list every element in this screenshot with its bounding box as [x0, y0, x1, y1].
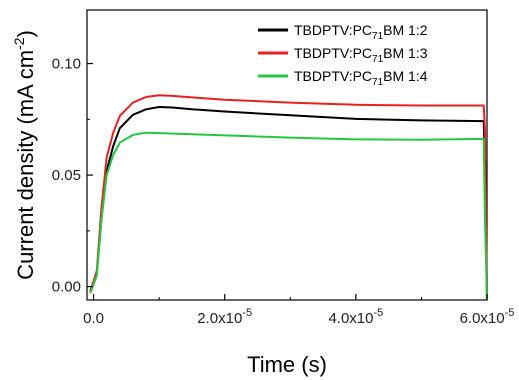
x-tick-label-exponent: -5 [373, 307, 383, 319]
y-axis-label-main: Current density (mA cm [13, 50, 38, 280]
x-tick-label: 0.0 [83, 310, 104, 327]
y-tick-label: 0.10 [52, 56, 81, 73]
x-tick-label-mantissa: 4.0x10 [328, 310, 373, 327]
y-tick-label: 0.05 [52, 167, 81, 184]
series-layer [89, 94, 488, 301]
x-tick-label-mantissa: 0.0 [83, 310, 104, 327]
x-tick-label-exponent: -5 [505, 307, 515, 319]
x-tick-label-exponent: -5 [242, 307, 252, 319]
tick-layer: 0.0 2.0x10-5 4.0x10-5 6.0x10-50.000.050.10 [52, 56, 515, 327]
y-axis-label-close: ) [13, 30, 38, 37]
legend-label-2: TBDPTV:PC71BM 1:3 [294, 45, 428, 65]
legend-label-main: TBDPTV:PC [294, 22, 372, 38]
series-line-3 [89, 131, 488, 301]
series-line-2 [89, 94, 488, 301]
legend-label-tail: BM 1:3 [383, 45, 428, 61]
y-axis-label-exponent: -2 [11, 37, 27, 50]
y-tick-label: 0.00 [52, 279, 81, 296]
legend-label-1: TBDPTV:PC71BM 1:2 [294, 22, 428, 42]
x-tick-label: 6.0x10-5 [460, 307, 515, 327]
y-axis-label: Current density (mA cm-2) [11, 30, 38, 280]
x-tick-label: 2.0x10-5 [197, 307, 252, 327]
legend-label-subscript: 71 [372, 31, 384, 42]
plot-area [86, 9, 488, 301]
x-tick-label: 4.0x10-5 [328, 307, 383, 327]
legend-label-main: TBDPTV:PC [294, 45, 372, 61]
legend-label-main: TBDPTV:PC [294, 68, 372, 84]
legend-label-subscript: 71 [372, 77, 384, 88]
legend-label-3: TBDPTV:PC71BM 1:4 [294, 68, 428, 88]
legend-label-subscript: 71 [372, 54, 384, 65]
x-axis-label: Time (s) [247, 352, 327, 377]
x-tick-label-mantissa: 6.0x10 [460, 310, 505, 327]
x-tick-label-mantissa: 2.0x10 [197, 310, 242, 327]
legend-label-tail: BM 1:4 [383, 68, 428, 84]
legend-label-tail: BM 1:2 [383, 22, 428, 38]
